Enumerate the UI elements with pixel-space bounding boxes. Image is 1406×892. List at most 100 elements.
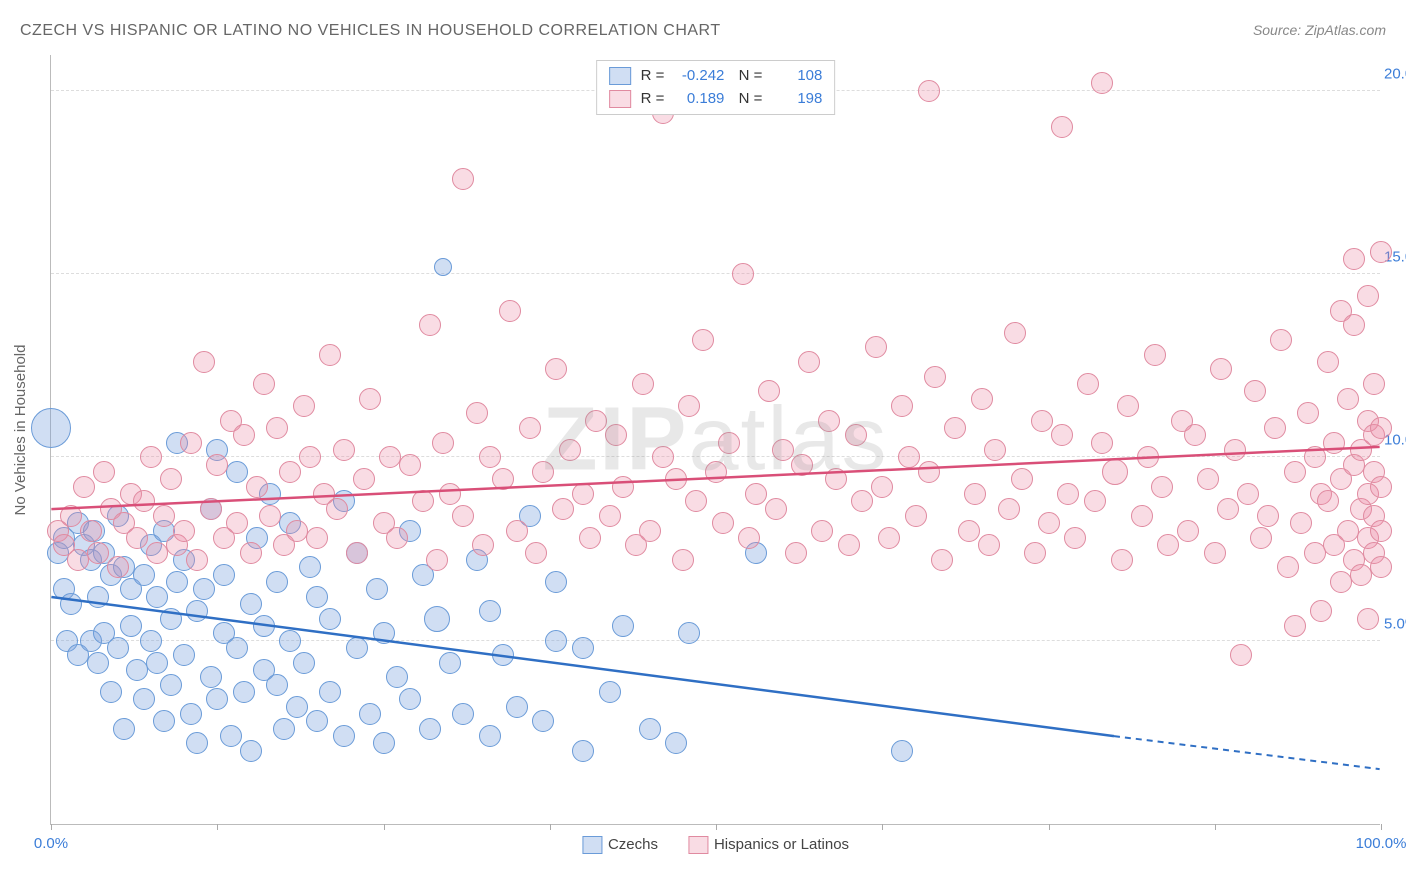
data-point: [552, 498, 574, 520]
data-point: [1204, 542, 1226, 564]
data-point: [173, 520, 195, 542]
data-point: [605, 424, 627, 446]
data-point: [319, 681, 341, 703]
data-point: [798, 351, 820, 373]
data-point: [1077, 373, 1099, 395]
data-point: [545, 571, 567, 593]
x-tick: [51, 824, 52, 830]
data-point: [279, 461, 301, 483]
y-tick-label: 5.0%: [1384, 615, 1406, 632]
data-point: [639, 718, 661, 740]
data-point: [333, 725, 355, 747]
data-point: [326, 498, 348, 520]
data-point: [180, 703, 202, 725]
data-point: [160, 674, 182, 696]
data-point: [665, 732, 687, 754]
data-point: [1250, 527, 1272, 549]
data-point: [253, 373, 275, 395]
data-point: [825, 468, 847, 490]
data-point: [279, 630, 301, 652]
data-point: [1197, 468, 1219, 490]
data-point: [506, 520, 528, 542]
data-point: [306, 527, 328, 549]
data-point: [146, 542, 168, 564]
data-point: [1370, 476, 1392, 498]
data-point: [1310, 600, 1332, 622]
data-point: [506, 696, 528, 718]
gridline: [51, 640, 1380, 641]
data-point: [146, 652, 168, 674]
data-point: [838, 534, 860, 556]
data-point: [424, 606, 450, 632]
x-tick: [1215, 824, 1216, 830]
data-point: [678, 622, 700, 644]
data-point: [732, 263, 754, 285]
data-point: [1284, 461, 1306, 483]
data-point: [1304, 542, 1326, 564]
data-point: [492, 644, 514, 666]
data-point: [532, 710, 554, 732]
data-point: [140, 630, 162, 652]
data-point: [1343, 314, 1365, 336]
data-point: [472, 534, 494, 556]
data-point: [918, 461, 940, 483]
data-point: [964, 483, 986, 505]
data-point: [93, 461, 115, 483]
data-point: [412, 490, 434, 512]
gridline: [51, 273, 1380, 274]
data-point: [865, 336, 887, 358]
data-point: [246, 476, 268, 498]
x-tick: [1381, 824, 1382, 830]
data-point: [266, 417, 288, 439]
data-point: [745, 483, 767, 505]
data-point: [878, 527, 900, 549]
data-point: [1270, 329, 1292, 351]
x-tick: [550, 824, 551, 830]
data-point: [585, 410, 607, 432]
data-point: [758, 380, 780, 402]
data-point: [100, 681, 122, 703]
data-point: [765, 498, 787, 520]
legend-row: R = -0.242 N = 108: [609, 65, 823, 88]
data-point: [426, 549, 448, 571]
data-point: [845, 424, 867, 446]
data-point: [984, 439, 1006, 461]
data-point: [333, 439, 355, 461]
data-point: [1264, 417, 1286, 439]
x-tick-label: 0.0%: [34, 835, 68, 852]
data-point: [1091, 72, 1113, 94]
data-point: [1370, 241, 1392, 263]
data-point: [1217, 498, 1239, 520]
data-point: [811, 520, 833, 542]
data-point: [386, 666, 408, 688]
data-point: [186, 600, 208, 622]
data-point: [240, 740, 262, 762]
data-point: [1230, 644, 1252, 666]
data-point: [60, 593, 82, 615]
data-point: [1064, 527, 1086, 549]
source-credit: Source: ZipAtlas.com: [1253, 22, 1386, 38]
data-point: [1111, 549, 1133, 571]
data-point: [273, 718, 295, 740]
legend-swatch: [688, 836, 708, 854]
data-point: [639, 520, 661, 542]
data-point: [1370, 417, 1392, 439]
data-point: [1157, 534, 1179, 556]
x-tick-label: 100.0%: [1356, 835, 1406, 852]
data-point: [479, 725, 501, 747]
data-point: [559, 439, 581, 461]
legend-swatch: [609, 67, 631, 85]
data-point: [220, 725, 242, 747]
data-point: [87, 542, 109, 564]
legend-n-label: N =: [734, 65, 762, 88]
data-point: [672, 549, 694, 571]
data-point: [346, 637, 368, 659]
x-tick: [384, 824, 385, 830]
data-point: [1323, 432, 1345, 454]
data-point: [266, 571, 288, 593]
data-point: [240, 542, 262, 564]
data-point: [419, 314, 441, 336]
data-point: [233, 424, 255, 446]
data-point: [1244, 380, 1266, 402]
data-point: [1257, 505, 1279, 527]
